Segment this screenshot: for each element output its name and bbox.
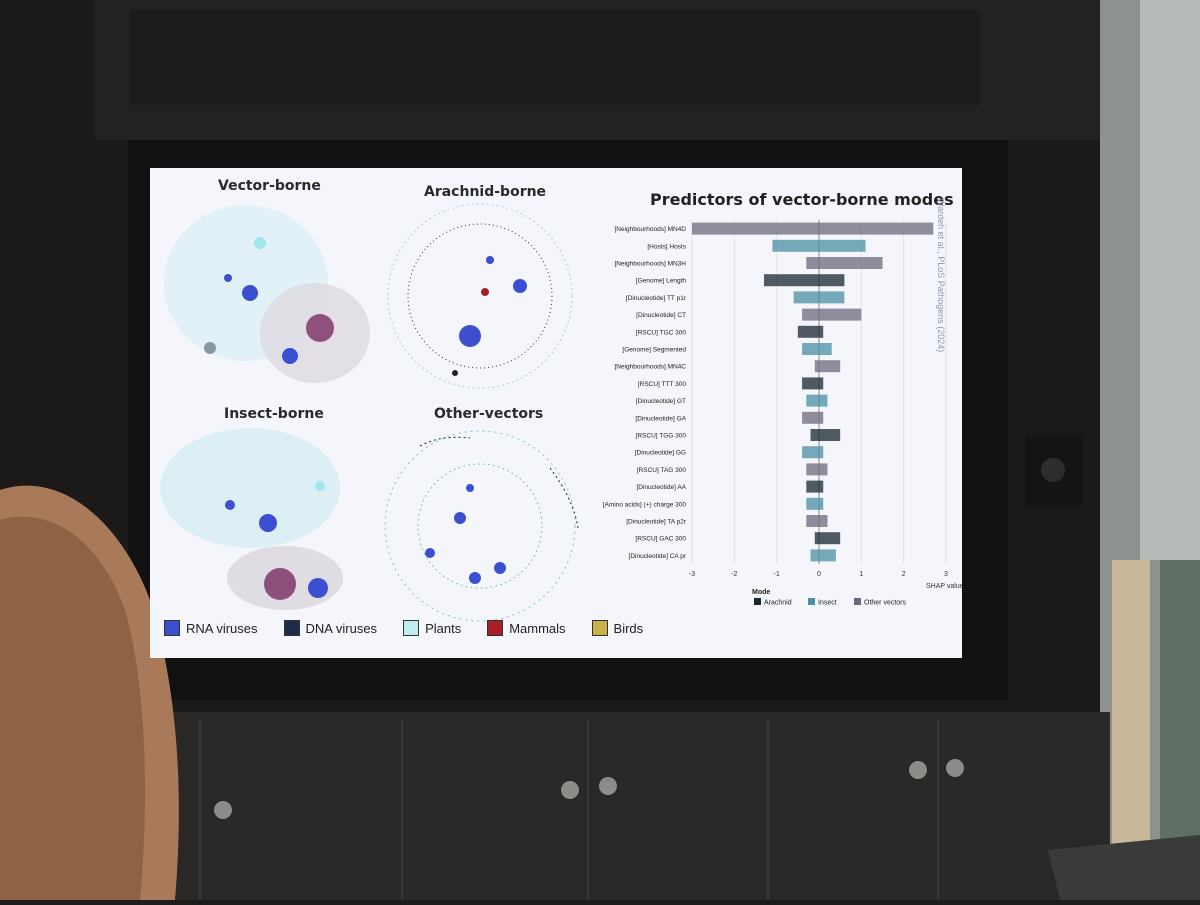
- x-tick-label: -1: [774, 571, 780, 578]
- network-insect-borne: [160, 428, 343, 610]
- feature-label: [Dinucleotide] CA pr: [629, 553, 687, 560]
- cabinets: [150, 712, 1110, 902]
- legend-item-plants: Plants: [403, 620, 461, 636]
- legend-item-dna: DNA viruses: [283, 620, 378, 636]
- network-vector-borne: [164, 205, 370, 383]
- feature-label: [RSCU] GAC 300: [635, 536, 686, 543]
- x-tick-label: 1: [859, 571, 863, 578]
- feature-label: [Amino acids] (+) charge 300: [603, 501, 687, 508]
- shap-band: [806, 515, 828, 527]
- feature-label: [RSCU] TGC 300: [636, 329, 686, 336]
- legend-label-plants: Plants: [425, 620, 462, 636]
- legend-label-mammals: Mammals: [509, 620, 566, 636]
- mode-label: Insect: [818, 600, 837, 607]
- feature-label: [Dinucleotide] TA p2r: [626, 519, 687, 526]
- shap-band: [810, 429, 841, 441]
- shap-band: [806, 394, 828, 407]
- feature-label: [Dinucleotide] GA: [635, 415, 686, 422]
- plants-swatch: [403, 620, 420, 636]
- shap-band: [763, 274, 845, 287]
- shap-band: [806, 497, 824, 510]
- dna-swatch: [283, 620, 300, 636]
- shap-band: [692, 222, 934, 235]
- mammals-swatch: [487, 620, 504, 636]
- legend-item-birds: Birds: [591, 620, 644, 636]
- feature-label: [RSCU] TGG 300: [636, 433, 687, 440]
- feature-label: [Dinucleotide] TT p1r: [626, 295, 687, 302]
- network-other-vectors: [384, 430, 579, 622]
- shap-chart: -3 -2 -1 0 1 2 3 SHAP value [Neighbourhoods] MN4…: [603, 220, 962, 607]
- mode-label: Arachnid: [764, 600, 792, 607]
- birds-swatch: [591, 620, 608, 636]
- mode-label: Other vectors: [864, 600, 907, 607]
- feature-label: [Neighbourhoods] MN4D: [614, 226, 686, 233]
- legend-label-rna: RNA viruses: [186, 620, 258, 636]
- shap-band: [802, 377, 824, 390]
- panel-title-vector-borne: Vector-borne: [218, 178, 321, 194]
- projection-screen: Vector-borne Arachnid-borne Insect-borne…: [150, 168, 962, 658]
- shap-band: [802, 446, 824, 459]
- feature-label: [Neighbourhoods] MN3H: [614, 261, 686, 268]
- x-tick-label: -2: [731, 571, 737, 578]
- legend-title: Mode: [752, 589, 770, 596]
- x-axis-label: SHAP value: [926, 583, 962, 590]
- camera-lens: [1041, 458, 1065, 482]
- legend-label-dna: DNA viruses: [305, 620, 378, 636]
- panel-title-insect-borne: Insect-borne: [224, 406, 324, 422]
- window-view: [1160, 560, 1200, 840]
- feature-label: [Dinucleotide] CT: [636, 312, 686, 319]
- feature-label: [Dinucleotide] GG: [635, 450, 686, 457]
- table-corner: [1048, 835, 1200, 900]
- x-tick-label: 0: [817, 571, 821, 578]
- shap-band: [802, 308, 862, 321]
- shap-band: [806, 480, 824, 493]
- shap-band: [806, 257, 883, 269]
- legend: RNA viruses DNA viruses Plants Mammals B…: [164, 620, 643, 636]
- panel-title-arachnid-borne: Arachnid-borne: [424, 184, 547, 200]
- mode-swatch: [808, 598, 815, 605]
- shap-band: [793, 291, 845, 304]
- predictor-title: Predictors of vector-borne modes: [650, 190, 954, 209]
- rna-swatch: [164, 620, 180, 636]
- x-tick-label: 3: [944, 571, 948, 578]
- feature-label: [Dinucleotide] GT: [636, 398, 686, 405]
- mode-swatch: [854, 598, 861, 605]
- shap-band: [806, 463, 828, 476]
- legend-item-mammals: Mammals: [487, 620, 566, 636]
- feature-label: [Neighbourhoods] MN4C: [614, 364, 686, 371]
- network-arachnid-borne: [387, 203, 573, 389]
- shap-band: [802, 411, 824, 424]
- citation: Wardeh et al., PLoS Pathogens (2024): [936, 198, 946, 353]
- legend-item-rna: RNA viruses: [164, 620, 258, 636]
- feature-label: [RSCU] TTT 300: [638, 381, 687, 388]
- panel-title-other-vectors: Other-vectors: [434, 406, 544, 422]
- network-panels: [160, 203, 579, 622]
- legend-label-birds: Birds: [613, 620, 644, 636]
- shap-band: [814, 532, 841, 545]
- shap-band: [797, 325, 824, 338]
- wood-panel: [1112, 560, 1150, 860]
- shap-band: [802, 343, 832, 355]
- feature-label: [RSCU] TAG 300: [637, 467, 687, 474]
- upper-recess: [130, 10, 980, 105]
- feature-label: [Dinucleotide] AA: [636, 484, 686, 491]
- lattice-screen: [1140, 0, 1200, 560]
- feature-label: [Genome] Length: [636, 278, 687, 285]
- feature-label: [Genome] Segmented: [622, 347, 686, 354]
- shap-band: [814, 360, 841, 373]
- feature-label: [Hosts] Hosts: [647, 243, 686, 250]
- shap-band: [772, 239, 866, 252]
- x-tick-label: 2: [902, 571, 906, 578]
- shap-band: [810, 549, 836, 562]
- mode-swatch: [754, 598, 761, 605]
- x-tick-label: -3: [689, 571, 695, 578]
